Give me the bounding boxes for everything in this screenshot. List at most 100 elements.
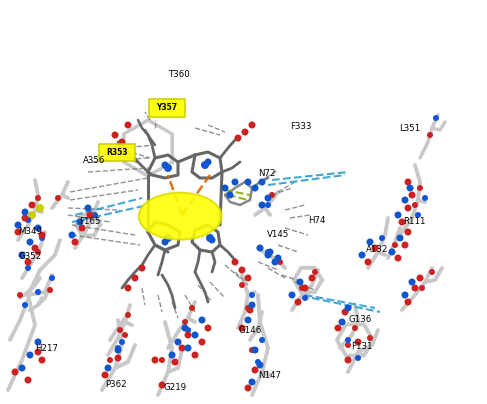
Circle shape: [297, 278, 303, 286]
Circle shape: [257, 362, 263, 368]
Circle shape: [105, 364, 112, 372]
Circle shape: [231, 259, 239, 265]
Circle shape: [87, 212, 94, 219]
Circle shape: [239, 267, 245, 274]
Circle shape: [185, 332, 191, 339]
Circle shape: [25, 217, 31, 223]
Circle shape: [76, 219, 83, 225]
Circle shape: [341, 309, 349, 316]
Circle shape: [251, 347, 259, 354]
Circle shape: [251, 185, 259, 191]
Circle shape: [35, 195, 41, 201]
Circle shape: [138, 265, 146, 271]
Circle shape: [275, 255, 281, 261]
Circle shape: [433, 115, 439, 121]
Circle shape: [415, 212, 421, 218]
Circle shape: [409, 191, 415, 198]
Circle shape: [405, 299, 412, 305]
Text: G136: G136: [348, 315, 372, 324]
Circle shape: [405, 229, 412, 236]
Circle shape: [205, 324, 211, 332]
Circle shape: [122, 332, 128, 338]
Circle shape: [78, 225, 86, 231]
Circle shape: [35, 349, 41, 356]
Text: M349: M349: [19, 227, 42, 236]
Circle shape: [367, 335, 373, 341]
Circle shape: [182, 324, 188, 332]
Circle shape: [19, 252, 25, 259]
Circle shape: [394, 255, 401, 261]
Circle shape: [199, 339, 206, 345]
Circle shape: [26, 238, 34, 246]
FancyBboxPatch shape: [99, 144, 135, 161]
Circle shape: [271, 259, 279, 265]
Circle shape: [398, 219, 406, 225]
FancyBboxPatch shape: [149, 99, 185, 116]
Circle shape: [358, 252, 366, 259]
Circle shape: [249, 347, 255, 353]
Circle shape: [396, 234, 404, 242]
Circle shape: [251, 366, 259, 374]
Circle shape: [208, 236, 216, 244]
Circle shape: [205, 158, 211, 166]
Circle shape: [394, 212, 401, 219]
Circle shape: [69, 231, 75, 238]
Text: G146: G146: [239, 326, 262, 335]
Circle shape: [12, 368, 19, 375]
Text: A356: A356: [83, 156, 105, 165]
Circle shape: [265, 249, 271, 255]
Circle shape: [412, 202, 418, 208]
Circle shape: [335, 324, 341, 332]
Circle shape: [72, 238, 78, 246]
Circle shape: [338, 318, 345, 326]
Circle shape: [409, 278, 415, 286]
Circle shape: [244, 179, 251, 185]
Circle shape: [242, 128, 248, 135]
Circle shape: [259, 179, 265, 185]
Circle shape: [299, 285, 305, 291]
Circle shape: [259, 202, 265, 208]
Circle shape: [36, 204, 44, 212]
Circle shape: [401, 242, 409, 248]
Circle shape: [345, 342, 351, 348]
Circle shape: [107, 357, 113, 363]
Circle shape: [162, 238, 169, 246]
Circle shape: [92, 212, 98, 218]
Circle shape: [401, 196, 409, 204]
Circle shape: [55, 195, 61, 201]
Circle shape: [239, 282, 245, 288]
Circle shape: [405, 204, 412, 212]
Circle shape: [24, 377, 32, 383]
Text: N72: N72: [258, 169, 276, 178]
Text: T360: T360: [169, 70, 191, 79]
Circle shape: [264, 252, 271, 259]
Circle shape: [405, 179, 412, 185]
Circle shape: [257, 244, 263, 252]
Circle shape: [115, 345, 121, 351]
Circle shape: [301, 284, 308, 292]
Circle shape: [159, 357, 165, 363]
Circle shape: [344, 305, 352, 311]
Circle shape: [249, 292, 255, 298]
Circle shape: [118, 139, 126, 145]
Circle shape: [185, 327, 191, 333]
Circle shape: [355, 355, 361, 361]
Circle shape: [131, 274, 138, 282]
Circle shape: [49, 275, 55, 281]
Circle shape: [269, 192, 275, 198]
Text: F333: F333: [290, 122, 311, 130]
Circle shape: [422, 195, 428, 201]
Circle shape: [201, 161, 209, 169]
Circle shape: [264, 194, 271, 202]
Circle shape: [345, 337, 351, 343]
Circle shape: [125, 122, 131, 128]
Circle shape: [246, 307, 254, 314]
Circle shape: [235, 135, 242, 141]
Circle shape: [352, 325, 358, 331]
Circle shape: [191, 332, 199, 339]
Text: G219: G219: [163, 383, 186, 392]
Circle shape: [265, 202, 271, 208]
Circle shape: [244, 274, 251, 282]
Circle shape: [21, 215, 29, 221]
Circle shape: [162, 162, 169, 168]
